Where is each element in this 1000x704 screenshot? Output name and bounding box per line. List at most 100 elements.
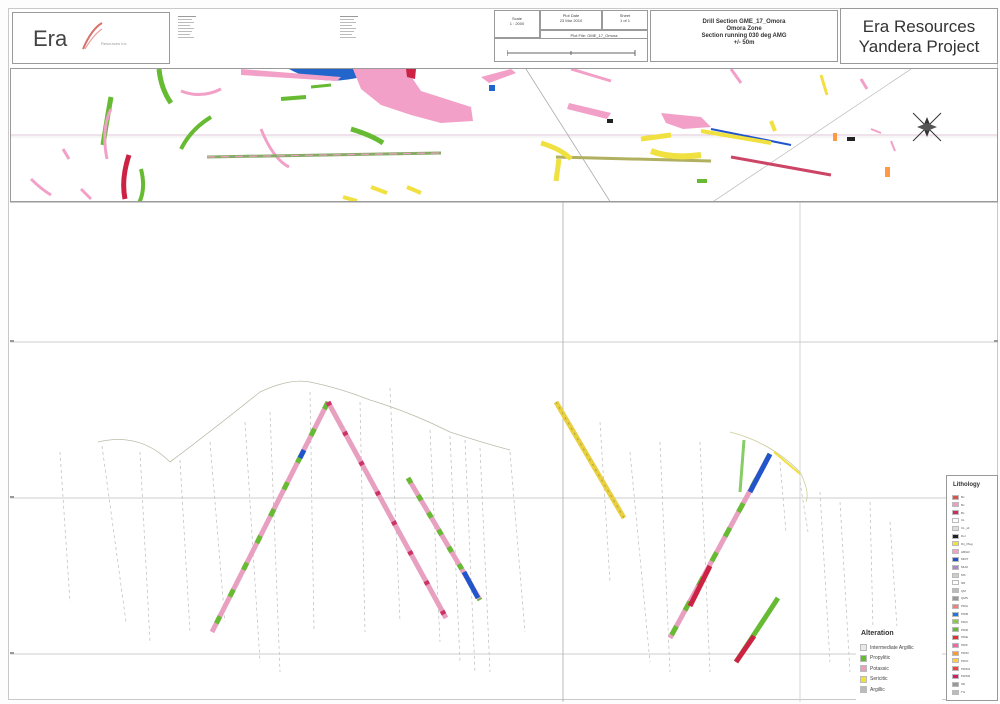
logo-swoosh-icon xyxy=(82,22,103,50)
lithology-legend: Lithology Bx Bx Bx CL CL_sil Dol Drj_Plag HBGR M… xyxy=(946,475,998,701)
company-name: Era Resources xyxy=(862,17,976,36)
lithology-label: PDIO xyxy=(961,658,969,663)
lithology-swatch xyxy=(952,666,959,672)
lithology-label: HBGR xyxy=(961,549,970,554)
lithology-legend-item: PDIB xyxy=(952,611,968,617)
alteration-swatch xyxy=(860,654,867,662)
lithology-swatch xyxy=(952,533,959,539)
lithology-swatch xyxy=(952,556,959,562)
plan-view-map xyxy=(11,69,997,201)
lithology-swatch xyxy=(952,502,959,508)
project-name: Yandera Project xyxy=(858,37,980,56)
lithology-label: TG xyxy=(961,690,966,694)
scale-label: Scale xyxy=(511,16,522,21)
lithology-label: MLDI xyxy=(961,565,969,570)
section-line-1: Drill Section GME_17_Omora xyxy=(702,19,786,25)
lithology-label: NR xyxy=(961,580,966,585)
alteration-legend-item: Propylitic xyxy=(860,654,890,662)
lithology-legend-item: NR xyxy=(952,580,965,586)
lithology-legend-item: Drj_Plag xyxy=(952,541,973,547)
lithology-legend-item: SD xyxy=(952,681,965,687)
section-line-2: Omora Zone xyxy=(726,26,762,32)
lithology-legend-item: PDID xyxy=(952,627,968,633)
lithology-legend-item: PDIM1 xyxy=(952,666,970,672)
lithology-label: PDIM xyxy=(961,651,969,655)
lithology-legend-item: Bx xyxy=(952,494,965,500)
lithology-swatch xyxy=(952,603,959,609)
north-arrow-icon xyxy=(912,112,942,142)
alteration-swatch xyxy=(860,665,867,672)
sheet-cell: Sheet 1 of 1 xyxy=(602,10,648,30)
drawing-sheet xyxy=(8,8,998,700)
alteration-swatch xyxy=(860,644,867,651)
lithology-label: Bx xyxy=(961,495,965,499)
alteration-legend: Alteration Intermediate Argillic Propylit… xyxy=(856,626,942,700)
lithology-label: Dol xyxy=(961,534,966,538)
lithology-legend-item: QMS xyxy=(952,595,968,601)
lithology-label: PDIM2 xyxy=(961,674,971,679)
alteration-label: Potassic xyxy=(870,665,889,672)
alteration-label: Intermediate Argillic xyxy=(870,644,914,651)
lithology-swatch xyxy=(952,595,959,601)
lithology-swatch xyxy=(952,634,959,640)
lithology-label: PDID xyxy=(961,627,969,632)
lithology-swatch xyxy=(952,517,959,523)
project-title-cell: Era Resources Yandera Project xyxy=(840,8,998,64)
lithology-label: Bx xyxy=(961,502,965,507)
lithology-legend-item: CL_sil xyxy=(952,525,969,531)
alteration-legend-title: Alteration xyxy=(861,630,894,637)
plan-legend-small-a xyxy=(178,14,196,40)
lithology-swatch xyxy=(952,572,959,578)
plot-date-label: Plot Date xyxy=(562,13,580,18)
lithology-swatch xyxy=(952,642,959,648)
lithology-swatch xyxy=(952,510,959,516)
lithology-swatch xyxy=(952,564,959,570)
lithology-label: PDIF xyxy=(961,643,968,648)
lithology-legend-item: PDIF xyxy=(952,642,968,648)
lithology-legend-item: CL xyxy=(952,517,965,523)
lithology-label: Drj_Plag xyxy=(961,541,973,546)
lithology-swatch xyxy=(952,673,959,679)
logo-box: Era Resources Inc xyxy=(12,12,170,64)
lithology-swatch xyxy=(952,525,959,531)
alteration-swatch xyxy=(860,675,867,683)
sheet-value: 1 of 1 xyxy=(619,18,630,23)
alteration-label: Sericitic xyxy=(870,676,888,682)
lithology-label: PDIB xyxy=(961,612,969,616)
lithology-label: QM xyxy=(961,588,966,593)
alteration-label: Argillic xyxy=(870,686,885,693)
lithology-legend-item: PDIA xyxy=(952,603,968,609)
lithology-legend-item: PDIC xyxy=(952,619,968,625)
lithology-swatch xyxy=(952,588,959,594)
lithology-legend-item: QM xyxy=(952,588,966,594)
lithology-label: QMS xyxy=(961,596,968,601)
lithology-swatch xyxy=(952,549,959,555)
lithology-legend-item: Bx xyxy=(952,510,965,516)
logo-text: Era xyxy=(33,26,68,51)
lithology-legend-item: PDIE xyxy=(952,634,968,640)
lithology-label: PDIM1 xyxy=(961,666,971,671)
section-line-4: +/- 50m xyxy=(733,40,755,46)
lithology-legend-item: Dol xyxy=(952,533,966,539)
plan-view-strip xyxy=(10,68,998,202)
lithology-swatch xyxy=(952,658,959,664)
lithology-legend-item: TG xyxy=(952,689,965,695)
lithology-label: PDIE xyxy=(961,635,969,640)
lithology-swatch xyxy=(952,541,959,547)
plot-date-cell: Plot Date 23 Mar 2010 xyxy=(540,10,602,30)
lithology-label: CL xyxy=(961,518,965,523)
lithology-legend-item: PDIO xyxy=(952,658,968,664)
plot-file: Plot File: GME_17_Omora xyxy=(570,33,618,38)
plot-date-value: 23 Mar 2010 xyxy=(559,18,583,23)
lithology-legend-item: Bx xyxy=(952,502,965,508)
lithology-legend-item: MS xyxy=(952,572,966,578)
cross-section-view xyxy=(10,202,998,702)
lithology-label: PDIA xyxy=(961,604,969,609)
lithology-label: CL_sil xyxy=(961,526,970,531)
lithology-swatch xyxy=(952,627,959,633)
lithology-swatch xyxy=(952,619,959,625)
scale-bar-cell xyxy=(494,38,648,62)
lithology-swatch xyxy=(952,611,959,617)
sheet-label: Sheet xyxy=(619,13,631,18)
alteration-legend-item: Potassic xyxy=(860,665,889,672)
